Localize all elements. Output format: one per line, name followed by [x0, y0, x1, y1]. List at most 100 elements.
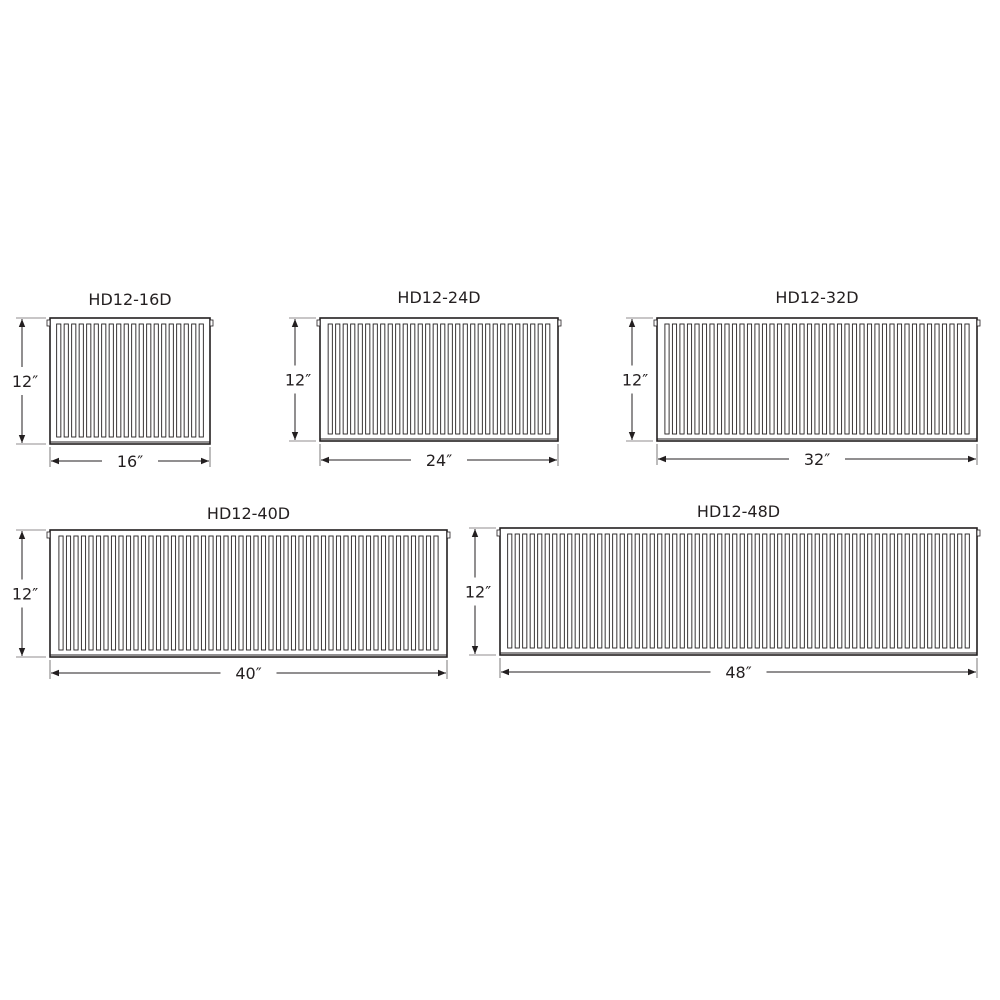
fin: [687, 533, 693, 649]
fin: [163, 535, 169, 651]
fin: [215, 535, 222, 651]
height-label: 12″: [12, 372, 38, 391]
fin: [103, 535, 109, 651]
fin: [522, 323, 528, 435]
fin: [403, 535, 409, 651]
model-label: HD12-48D: [697, 502, 780, 521]
width-label: 24″: [426, 451, 452, 470]
fin: [919, 533, 925, 649]
fin: [844, 533, 850, 649]
fin: [108, 323, 114, 438]
fin: [80, 535, 87, 651]
fin: [671, 323, 678, 435]
fin: [410, 535, 417, 651]
radiator-panel: [49, 529, 448, 658]
fin: [942, 533, 948, 649]
fin: [462, 323, 468, 435]
fin: [500, 323, 506, 435]
fin: [852, 533, 858, 649]
fin: [814, 533, 820, 649]
fin: [417, 323, 423, 435]
fin: [664, 323, 670, 435]
radiator-5: HD12-48D 12″ 48″: [453, 502, 981, 682]
height-label: 12″: [622, 371, 648, 390]
fin: [283, 535, 289, 651]
fin: [298, 535, 304, 651]
fin: [380, 535, 387, 651]
radiator-panel: [656, 317, 978, 442]
fin: [806, 323, 813, 435]
fin: [904, 323, 910, 435]
fin: [161, 323, 167, 438]
fin: [552, 533, 558, 649]
fin: [358, 535, 364, 651]
fin: [732, 533, 738, 649]
fin: [93, 323, 99, 438]
fin: [140, 535, 147, 651]
model-label: HD12-24D: [397, 288, 480, 307]
fin: [814, 323, 820, 435]
fin: [245, 535, 252, 651]
fin: [372, 323, 378, 435]
fin: [776, 323, 783, 435]
radiator-panel: [49, 317, 211, 445]
fin: [529, 533, 535, 649]
fin: [919, 323, 925, 435]
label-mask: [453, 579, 497, 604]
fin: [829, 323, 835, 435]
fin: [514, 533, 520, 649]
fin: [522, 533, 528, 649]
fin: [320, 535, 327, 651]
fin: [200, 535, 207, 651]
fin: [904, 533, 910, 649]
fin: [343, 535, 349, 651]
fin: [418, 535, 424, 651]
fin: [679, 323, 685, 435]
fin: [896, 323, 903, 435]
fin: [881, 323, 888, 435]
fin: [889, 533, 895, 649]
fin: [956, 323, 963, 435]
bracket-left: [46, 531, 51, 539]
fin: [897, 533, 903, 649]
fin: [253, 535, 259, 651]
fin: [927, 533, 933, 649]
fin: [612, 533, 618, 649]
fin: [178, 535, 184, 651]
fin: [153, 323, 159, 438]
model-label: HD12-32D: [775, 288, 858, 307]
fin: [679, 533, 685, 649]
label-mask: [273, 367, 317, 392]
label-mask: [610, 367, 654, 392]
fin: [701, 323, 708, 435]
fin: [574, 533, 580, 649]
height-label: 12″: [285, 371, 311, 390]
fin: [619, 533, 625, 649]
model-label: HD12-16D: [88, 290, 171, 309]
fin: [183, 323, 189, 438]
fin: [125, 535, 132, 651]
fin: [123, 323, 129, 438]
fin: [716, 323, 723, 435]
fin: [425, 535, 432, 651]
fin: [198, 323, 204, 438]
fin: [138, 323, 144, 438]
model-label: HD12-40D: [207, 504, 290, 523]
fin: [395, 535, 402, 651]
fin: [537, 323, 543, 435]
fin: [762, 533, 768, 649]
height-label: 12″: [465, 583, 491, 602]
fin: [395, 323, 401, 435]
fin: [58, 535, 64, 651]
fin: [867, 533, 873, 649]
fin: [949, 323, 955, 435]
fin: [380, 323, 386, 435]
bracket-left: [46, 319, 51, 327]
fin: [432, 323, 438, 435]
fin: [844, 323, 850, 435]
fin: [664, 533, 670, 649]
fin: [176, 323, 182, 438]
fin: [709, 533, 715, 649]
label-mask: [0, 369, 44, 393]
